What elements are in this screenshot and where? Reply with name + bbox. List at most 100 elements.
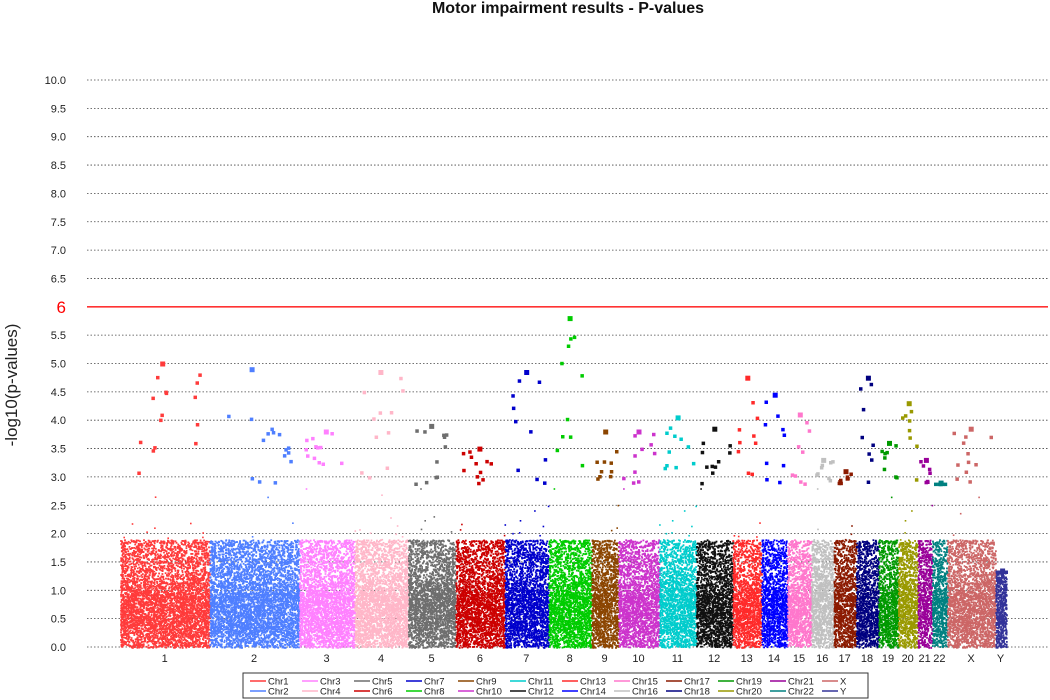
snp-point xyxy=(197,641,199,643)
snp-point xyxy=(205,581,207,583)
snp-point xyxy=(205,583,207,585)
snp-point xyxy=(181,616,183,618)
snp-point xyxy=(176,564,178,566)
snp-point xyxy=(145,624,147,626)
snp-point xyxy=(202,584,204,586)
snp-point xyxy=(176,602,178,604)
snp-point xyxy=(138,619,140,621)
snp-point xyxy=(151,559,153,561)
snp-point xyxy=(197,577,199,579)
snp-point xyxy=(121,621,123,623)
snp-point xyxy=(172,548,174,550)
snp-point xyxy=(142,624,144,626)
snp-point xyxy=(167,537,169,539)
snp-point xyxy=(142,566,144,568)
snp-point xyxy=(175,570,177,572)
snp-point xyxy=(177,628,179,630)
snp-point xyxy=(124,627,126,629)
snp-point xyxy=(122,637,124,639)
snp-point xyxy=(158,573,160,575)
snp-point xyxy=(183,587,185,589)
snp-point xyxy=(123,537,125,539)
snp-point xyxy=(174,552,176,554)
snp-point xyxy=(169,591,171,593)
snp-point xyxy=(202,537,204,539)
snp-point xyxy=(178,632,180,634)
snp-point xyxy=(147,572,149,574)
snp-point xyxy=(153,600,155,602)
snp-point xyxy=(143,641,145,643)
snp-point xyxy=(148,619,150,621)
snp-point xyxy=(177,578,179,580)
snp-point xyxy=(207,560,209,562)
snp-point xyxy=(191,629,193,631)
snp-point xyxy=(207,561,209,563)
snp-point xyxy=(161,580,163,582)
snp-point xyxy=(160,578,162,580)
snp-point xyxy=(205,546,207,548)
snp-point xyxy=(132,558,134,560)
snp-point xyxy=(182,647,184,649)
snp-point xyxy=(207,642,209,644)
snp-point xyxy=(167,584,169,586)
snp-point xyxy=(156,637,158,639)
snp-point xyxy=(121,591,123,593)
snp-point xyxy=(142,628,144,630)
snp-point xyxy=(159,604,161,606)
snp-point xyxy=(120,630,122,632)
snp-point xyxy=(160,596,162,598)
snp-point xyxy=(202,638,204,640)
snp-point xyxy=(143,635,145,637)
snp-point xyxy=(199,638,201,640)
snp-point xyxy=(125,637,127,639)
snp-point xyxy=(144,624,146,626)
snp-point xyxy=(143,601,145,603)
snp-point xyxy=(122,616,124,618)
snp-point xyxy=(135,623,137,625)
snp-point xyxy=(132,523,134,525)
snp-point xyxy=(176,643,178,645)
snp-point xyxy=(154,571,156,573)
snp-point xyxy=(154,644,156,646)
snp-point xyxy=(158,549,160,551)
snp-point xyxy=(123,595,125,597)
snp-point xyxy=(133,562,135,564)
snp-point xyxy=(204,631,206,633)
snp-point xyxy=(129,641,131,643)
snp-point xyxy=(143,623,145,625)
snp-point xyxy=(151,615,153,617)
snp-point xyxy=(139,576,141,578)
snp-point xyxy=(206,599,208,601)
snp-point xyxy=(122,556,124,558)
snp-point xyxy=(132,631,134,633)
snp-point xyxy=(202,532,204,534)
snp-point xyxy=(135,639,137,641)
snp-point xyxy=(208,640,210,642)
snp-point xyxy=(185,639,187,641)
snp-point xyxy=(200,560,202,562)
snp-point xyxy=(141,647,143,649)
snp-point xyxy=(193,594,195,596)
snp-point xyxy=(192,611,194,613)
snp-point xyxy=(148,644,150,646)
snp-point xyxy=(168,640,170,642)
snp-point xyxy=(135,630,137,632)
snp-point xyxy=(166,637,168,639)
snp-point xyxy=(190,523,192,525)
snp-point xyxy=(183,617,185,619)
snp-point xyxy=(145,646,147,648)
snp-point xyxy=(131,569,133,571)
snp-point xyxy=(200,618,202,620)
snp-point xyxy=(186,547,188,549)
snp-point xyxy=(155,607,157,609)
snp-point xyxy=(152,643,154,645)
snp-point xyxy=(146,531,148,533)
snp-point xyxy=(133,611,135,613)
snp-point xyxy=(134,590,136,592)
snp-point xyxy=(131,563,133,565)
snp-point xyxy=(141,579,143,581)
snp-point xyxy=(166,625,168,627)
snp-point xyxy=(168,598,170,600)
snp-point xyxy=(175,562,177,564)
